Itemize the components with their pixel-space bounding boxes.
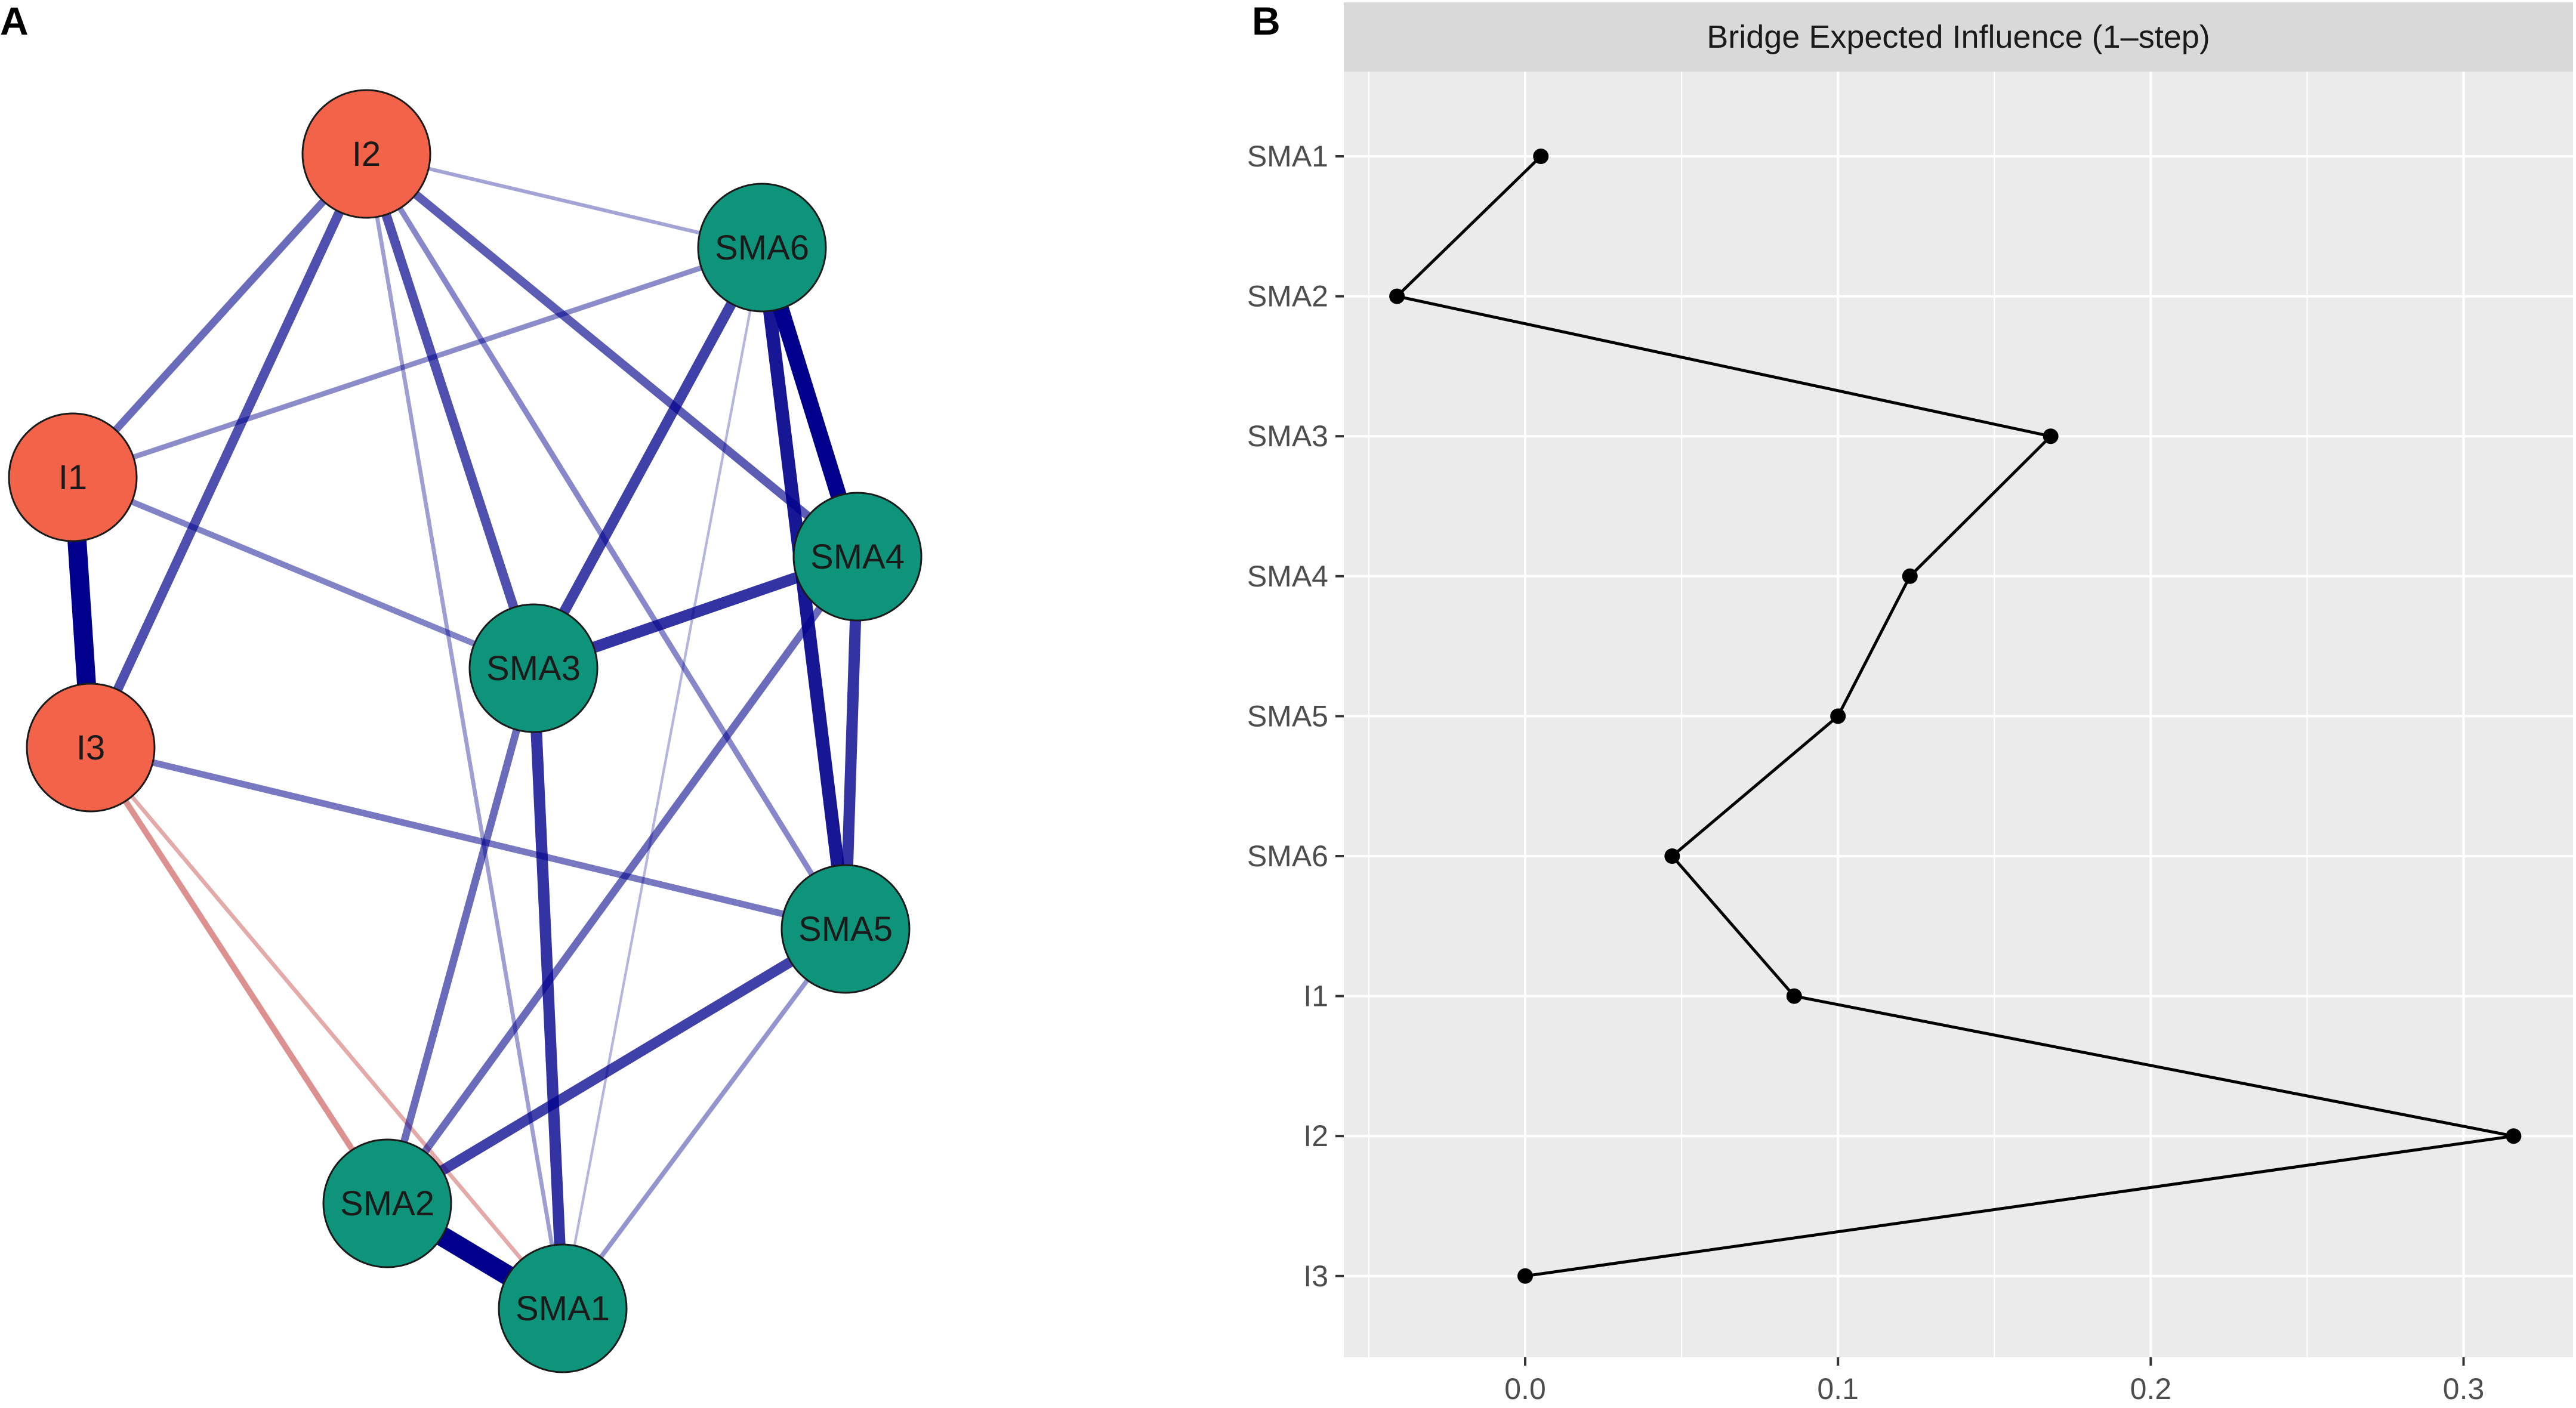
edge-sma6-sma3: [529, 245, 767, 671]
panel-a-letter: A: [0, 0, 29, 43]
node-i2: I2: [301, 89, 431, 219]
node-i3: I3: [26, 683, 156, 813]
node-i1: I1: [8, 412, 138, 542]
edge-i2-sma4: [363, 150, 860, 560]
network-nodes: I2 I1 I3 SMA6 SMA4 SMA3 SMA5 SMA2 SMA1: [8, 89, 923, 1373]
data-point-sma2: [1389, 288, 1405, 304]
node-i2-label: I2: [352, 135, 381, 174]
edge-i2-i3: [86, 152, 371, 750]
y-tick-label-sma5: SMA5: [1247, 699, 1328, 733]
node-sma5: SMA5: [780, 864, 911, 994]
node-sma6-label: SMA6: [715, 229, 809, 267]
node-i3-circle: [26, 683, 156, 813]
edge-i3-sma2: [88, 746, 390, 1205]
chart-series: [1389, 149, 2522, 1284]
node-i1-label: I1: [58, 458, 87, 497]
edge-sma5-sma1: [560, 927, 848, 1310]
y-tick-label-sma3: SMA3: [1247, 419, 1328, 453]
edge-sma3-sma1: [527, 668, 569, 1309]
y-tick-label-sma6: SMA6: [1247, 839, 1328, 873]
network-edges: [63, 150, 865, 1317]
edge-i1-sma3: [72, 474, 535, 671]
y-tick-label-i3: I3: [1303, 1259, 1328, 1293]
data-point-sma5: [1830, 708, 1846, 724]
node-sma3-label: SMA3: [486, 649, 581, 688]
node-sma6-circle: [697, 183, 827, 313]
edge-sma4-sma2: [384, 554, 861, 1206]
node-sma3: SMA3: [468, 603, 599, 733]
edge-sma3-sma2: [383, 667, 538, 1205]
node-sma3-circle: [468, 603, 599, 733]
edge-i2-sma3: [362, 152, 538, 670]
network-panel: I2 I1 I3 SMA6 SMA4 SMA3 SMA5 SMA2 SMA1: [8, 89, 923, 1373]
edge-i1-sma6: [72, 245, 763, 480]
data-point-i2: [2506, 1128, 2522, 1144]
node-sma1-label: SMA1: [516, 1289, 610, 1328]
y-tick-label-sma2: SMA2: [1247, 280, 1328, 313]
edge-i2-i1: [70, 151, 369, 480]
node-sma6: SMA6: [697, 183, 827, 313]
x-tick-label: 0.2: [2130, 1372, 2172, 1406]
node-sma2-label: SMA2: [340, 1184, 434, 1223]
node-sma1: SMA1: [498, 1243, 628, 1373]
data-point-sma6: [1664, 848, 1680, 864]
edge-sma5-sma2: [384, 924, 849, 1208]
node-sma2-circle: [322, 1138, 452, 1268]
chart-strip: [1344, 2, 2573, 72]
edge-i2-sma6: [366, 152, 763, 250]
chart-title: Bridge Expected Influence (1–step): [1707, 19, 2210, 55]
edge-i3-sma5: [90, 744, 847, 933]
data-point-sma4: [1902, 568, 1918, 584]
y-axis: SMA1 SMA2 SMA3 SMA4 SMA5 SMA6 I1 I2 I3: [1247, 140, 1344, 1293]
data-point-i1: [1786, 988, 1802, 1004]
x-tick-label: 0.3: [2443, 1372, 2485, 1406]
node-sma1-circle: [498, 1243, 628, 1373]
bridge-influence-chart: Bridge Expected Influence (1–step) SMA1S…: [1247, 2, 2573, 1406]
data-point-sma3: [2043, 428, 2059, 444]
panel-b-letter: B: [1252, 0, 1281, 43]
plot-background: [1344, 72, 2573, 1357]
node-i3-label: I3: [76, 728, 105, 767]
data-point-i3: [1517, 1268, 1534, 1284]
gridlines: [1344, 72, 2573, 1357]
y-tick-label-i2: I2: [1303, 1119, 1328, 1153]
node-i2-circle: [301, 89, 431, 219]
edge-i3-sma1: [89, 746, 564, 1310]
x-axis: 0.0 0.1 0.2 0.3: [1504, 1357, 2484, 1406]
data-point-sma1: [1533, 149, 1549, 164]
x-tick-label: 0.1: [1817, 1372, 1859, 1406]
y-tick-label-sma4: SMA4: [1247, 560, 1328, 593]
node-sma4: SMA4: [792, 492, 923, 622]
node-sma4-label: SMA4: [810, 538, 905, 576]
node-sma2: SMA2: [322, 1138, 452, 1268]
edge-sma6-sma1: [561, 247, 764, 1309]
node-sma5-circle: [780, 864, 911, 994]
y-tick-label-i1: I1: [1303, 980, 1328, 1013]
y-tick-label-sma1: SMA1: [1247, 140, 1328, 173]
node-sma4-circle: [792, 492, 923, 622]
node-i1-circle: [8, 412, 138, 542]
x-tick-label: 0.0: [1504, 1372, 1546, 1406]
node-sma5-label: SMA5: [798, 910, 893, 949]
